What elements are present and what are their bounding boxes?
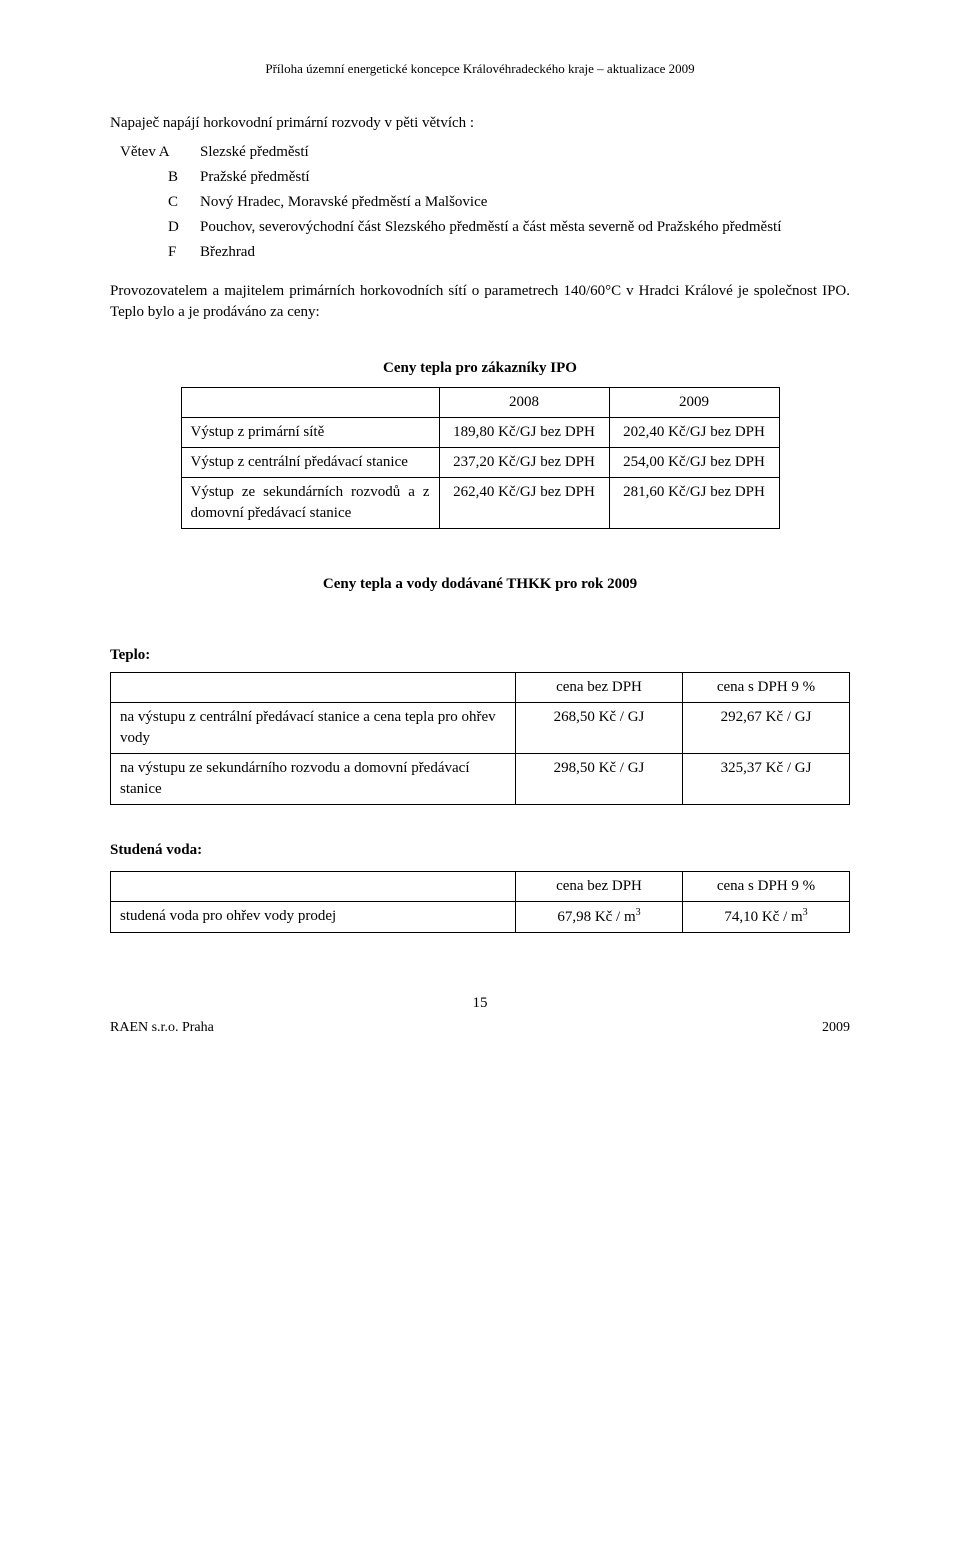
voda-label: Studená voda:: [110, 840, 850, 861]
header-cena-s: cena s DPH 9 %: [682, 872, 849, 902]
teplo-label: Teplo:: [110, 645, 850, 666]
cell-c2: 74,10 Kč / m3: [682, 902, 849, 933]
footer-left: RAEN s.r.o. Praha: [110, 1018, 214, 1038]
teplo-table: cena bez DPH cena s DPH 9 % na výstupu z…: [110, 672, 850, 805]
branch-label: Větev A: [110, 142, 200, 163]
row-label: na výstupu z centrální předávací stanice…: [111, 703, 516, 754]
table-row: na výstupu ze sekundárního rozvodu a dom…: [111, 754, 850, 805]
table-row: Výstup z centrální předávací stanice 237…: [181, 448, 779, 478]
year-2008: 2008: [439, 388, 609, 418]
branch-label: B: [110, 167, 200, 188]
branch-desc: Pražské předměstí: [200, 167, 850, 188]
voda-table: cena bez DPH cena s DPH 9 % studená voda…: [110, 871, 850, 933]
branch-label: D: [110, 217, 200, 238]
value: 74,10 Kč / m: [724, 909, 802, 925]
cell: 325,37 Kč / GJ: [682, 754, 849, 805]
table-header-row: 2008 2009: [181, 388, 779, 418]
row-label: na výstupu ze sekundárního rozvodu a dom…: [111, 754, 516, 805]
cubic-sup: 3: [803, 907, 808, 918]
cell: 202,40 Kč/GJ bez DPH: [609, 418, 779, 448]
branch-desc: Pouchov, severovýchodní část Slezského p…: [200, 217, 850, 238]
cell: 254,00 Kč/GJ bez DPH: [609, 448, 779, 478]
branch-list: Větev A Slezské předměstí B Pražské před…: [110, 142, 850, 263]
ipo-prices-table: 2008 2009 Výstup z primární sítě 189,80 …: [181, 387, 780, 529]
table-header-row: cena bez DPH cena s DPH 9 %: [111, 673, 850, 703]
header-empty: [111, 673, 516, 703]
cell: 262,40 Kč/GJ bez DPH: [439, 478, 609, 529]
header-cena-bez: cena bez DPH: [515, 872, 682, 902]
value: 67,98 Kč / m: [557, 909, 635, 925]
page-number: 15: [110, 993, 850, 1014]
footer: RAEN s.r.o. Praha 2009: [110, 1018, 850, 1038]
header-empty: [111, 872, 516, 902]
table-row: Výstup ze sekundárních rozvodů a z domov…: [181, 478, 779, 529]
header-cena-s: cena s DPH 9 %: [682, 673, 849, 703]
cell: 281,60 Kč/GJ bez DPH: [609, 478, 779, 529]
footer-right: 2009: [822, 1018, 850, 1038]
thkk-title: Ceny tepla a vody dodávané THKK pro rok …: [110, 574, 850, 595]
row-label: Výstup ze sekundárních rozvodů a z domov…: [181, 478, 439, 529]
header-empty: [181, 388, 439, 418]
document-header: Příloha územní energetické koncepce Král…: [110, 60, 850, 78]
branch-desc: Nový Hradec, Moravské předměstí a Malšov…: [200, 192, 850, 213]
operator-para: Provozovatelem a majitelem primárních ho…: [110, 281, 850, 323]
cubic-sup: 3: [636, 907, 641, 918]
cell: 298,50 Kč / GJ: [515, 754, 682, 805]
table-row: na výstupu z centrální předávací stanice…: [111, 703, 850, 754]
branch-label: F: [110, 242, 200, 263]
cell: 268,50 Kč / GJ: [515, 703, 682, 754]
table-row: Výstup z primární sítě 189,80 Kč/GJ bez …: [181, 418, 779, 448]
branch-item: C Nový Hradec, Moravské předměstí a Malš…: [110, 192, 850, 213]
branch-desc: Slezské předměstí: [200, 142, 850, 163]
row-label: Výstup z primární sítě: [181, 418, 439, 448]
cell: 189,80 Kč/GJ bez DPH: [439, 418, 609, 448]
branch-item: F Březhrad: [110, 242, 850, 263]
branch-item: D Pouchov, severovýchodní část Slezského…: [110, 217, 850, 238]
intro-para: Napaječ napájí horkovodní primární rozvo…: [110, 113, 850, 134]
cell: 237,20 Kč/GJ bez DPH: [439, 448, 609, 478]
table-row: studená voda pro ohřev vody prodej 67,98…: [111, 902, 850, 933]
branch-label: C: [110, 192, 200, 213]
table-header-row: cena bez DPH cena s DPH 9 %: [111, 872, 850, 902]
year-2009: 2009: [609, 388, 779, 418]
ipo-table-title: Ceny tepla pro zákazníky IPO: [110, 358, 850, 379]
row-label: Výstup z centrální předávací stanice: [181, 448, 439, 478]
branch-item: Větev A Slezské předměstí: [110, 142, 850, 163]
cell-c1: 67,98 Kč / m3: [515, 902, 682, 933]
header-cena-bez: cena bez DPH: [515, 673, 682, 703]
branch-item: B Pražské předměstí: [110, 167, 850, 188]
row-label: studená voda pro ohřev vody prodej: [111, 902, 516, 933]
cell: 292,67 Kč / GJ: [682, 703, 849, 754]
branch-desc: Březhrad: [200, 242, 850, 263]
